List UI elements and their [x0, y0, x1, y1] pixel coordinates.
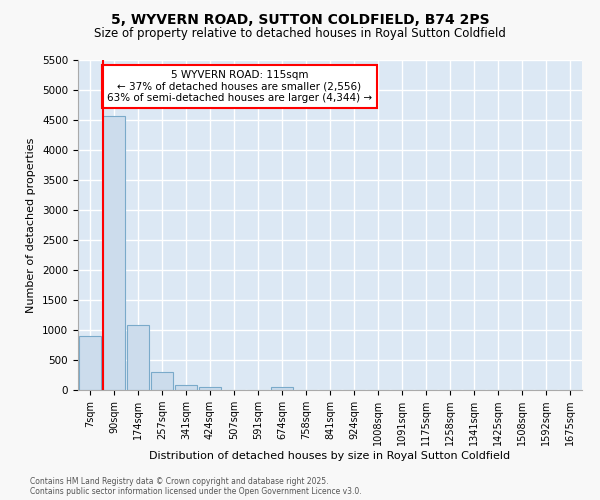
Text: Size of property relative to detached houses in Royal Sutton Coldfield: Size of property relative to detached ho… — [94, 28, 506, 40]
X-axis label: Distribution of detached houses by size in Royal Sutton Coldfield: Distribution of detached houses by size … — [149, 451, 511, 461]
Text: 5, WYVERN ROAD, SUTTON COLDFIELD, B74 2PS: 5, WYVERN ROAD, SUTTON COLDFIELD, B74 2P… — [110, 12, 490, 26]
Y-axis label: Number of detached properties: Number of detached properties — [26, 138, 37, 312]
Bar — [127, 325, 149, 390]
Bar — [103, 116, 125, 390]
Bar — [151, 372, 173, 390]
Bar — [175, 385, 197, 390]
Text: 5 WYVERN ROAD: 115sqm
← 37% of detached houses are smaller (2,556)
63% of semi-d: 5 WYVERN ROAD: 115sqm ← 37% of detached … — [107, 70, 372, 103]
Text: Contains HM Land Registry data © Crown copyright and database right 2025.
Contai: Contains HM Land Registry data © Crown c… — [30, 476, 362, 496]
Bar — [199, 387, 221, 390]
Bar — [271, 387, 293, 390]
Bar — [79, 336, 101, 390]
